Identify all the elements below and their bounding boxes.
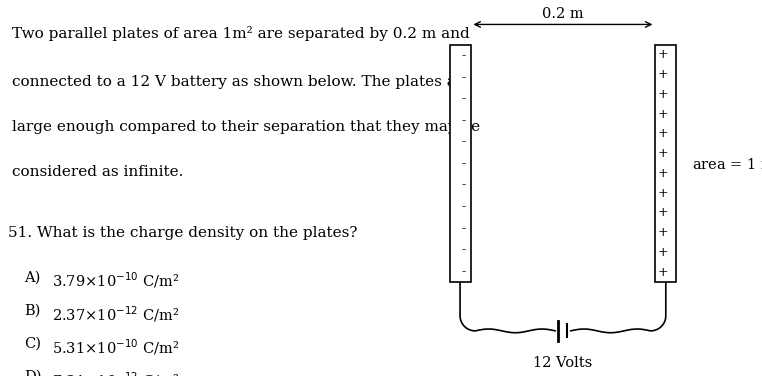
Text: +: + <box>658 88 668 101</box>
Text: +: + <box>658 206 668 220</box>
Text: -: - <box>461 157 466 170</box>
Text: -: - <box>461 243 466 256</box>
Text: B): B) <box>24 304 40 318</box>
Text: -: - <box>461 200 466 213</box>
Text: +: + <box>658 167 668 180</box>
Text: 5.31×10$^{-10}$ C/m²: 5.31×10$^{-10}$ C/m² <box>52 337 179 356</box>
Text: +: + <box>658 186 668 200</box>
Text: +: + <box>658 265 668 279</box>
Text: -: - <box>461 265 466 278</box>
Text: 0.2 m: 0.2 m <box>542 7 584 21</box>
Text: D): D) <box>24 370 41 376</box>
Bar <box>655 45 677 282</box>
Text: +: + <box>658 49 668 62</box>
Text: +: + <box>658 108 668 121</box>
Text: +: + <box>658 147 668 160</box>
Text: -: - <box>461 92 466 105</box>
Text: +: + <box>658 68 668 81</box>
Text: Two parallel plates of area 1m² are separated by 0.2 m and: Two parallel plates of area 1m² are sepa… <box>12 26 469 41</box>
Text: +: + <box>658 246 668 259</box>
Text: -: - <box>461 135 466 149</box>
Text: 2.37×10$^{-12}$ C/m²: 2.37×10$^{-12}$ C/m² <box>52 304 179 323</box>
Text: -: - <box>461 49 466 62</box>
Text: 7.31×10$^{-12}$ C/m²: 7.31×10$^{-12}$ C/m² <box>52 370 179 376</box>
Text: connected to a 12 V battery as shown below. The plates are: connected to a 12 V battery as shown bel… <box>12 75 472 89</box>
Text: 12 Volts: 12 Volts <box>533 356 593 370</box>
Text: -: - <box>461 222 466 235</box>
Text: -: - <box>461 71 466 84</box>
Text: -: - <box>461 179 466 192</box>
Text: A): A) <box>24 271 40 285</box>
Text: considered as infinite.: considered as infinite. <box>12 165 184 179</box>
Bar <box>450 45 470 282</box>
Text: 51. What is the charge density on the plates?: 51. What is the charge density on the pl… <box>8 226 357 240</box>
Text: +: + <box>658 226 668 239</box>
Text: large enough compared to their separation that they may be: large enough compared to their separatio… <box>12 120 480 134</box>
Text: +: + <box>658 127 668 141</box>
Text: area = 1 m$^2$: area = 1 m$^2$ <box>692 154 762 173</box>
Text: C): C) <box>24 337 41 351</box>
Text: -: - <box>461 114 466 127</box>
Text: 3.79×10$^{-10}$ C/m²: 3.79×10$^{-10}$ C/m² <box>52 271 179 290</box>
